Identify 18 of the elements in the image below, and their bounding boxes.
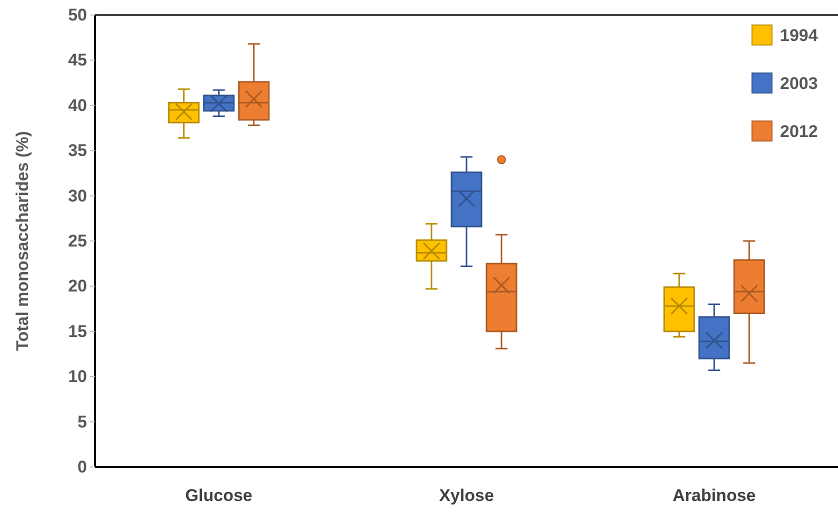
legend-label: 1994 xyxy=(780,26,818,45)
y-tick-label: 35 xyxy=(68,141,87,160)
x-tick-label: Arabinose xyxy=(672,486,756,506)
y-tick-label: 0 xyxy=(78,457,87,476)
y-tick-label: 30 xyxy=(68,186,87,206)
y-axis-title: Total monosaccharides (%) xyxy=(13,131,32,351)
y-tick-label: 45 xyxy=(68,50,87,70)
y-tick-label: 10 xyxy=(68,367,87,386)
legend-label: 2003 xyxy=(780,74,818,93)
y-tick-label: 50 xyxy=(68,5,87,24)
y-tick-label: 25 xyxy=(68,231,87,250)
x-tick-label: Xylose xyxy=(439,486,494,506)
y-tick-label: 40 xyxy=(68,96,87,115)
legend-label: 2012 xyxy=(780,122,818,141)
x-tick-label: Glucose xyxy=(185,486,252,506)
y-tick-label: 15 xyxy=(68,322,87,341)
y-tick-label: 20 xyxy=(68,276,87,296)
y-tick-label: 5 xyxy=(78,412,87,432)
